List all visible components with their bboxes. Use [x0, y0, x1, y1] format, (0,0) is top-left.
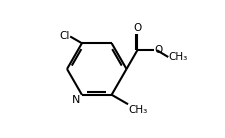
Text: CH₃: CH₃: [128, 105, 147, 115]
Text: O: O: [153, 45, 162, 55]
Text: O: O: [133, 23, 141, 33]
Text: N: N: [72, 95, 80, 105]
Text: CH₃: CH₃: [168, 52, 187, 62]
Text: Cl: Cl: [59, 31, 69, 41]
